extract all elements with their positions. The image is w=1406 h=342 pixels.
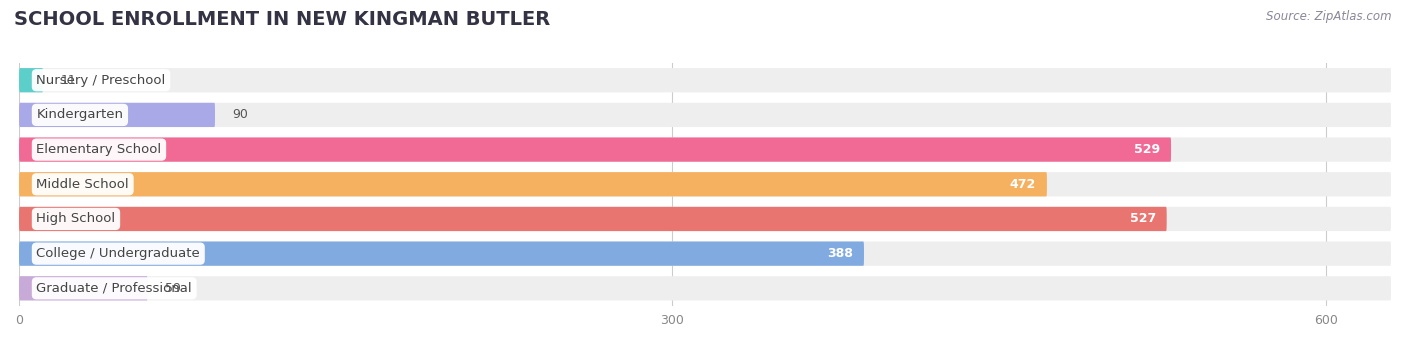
Text: 529: 529 (1135, 143, 1160, 156)
FancyBboxPatch shape (20, 276, 148, 301)
FancyBboxPatch shape (20, 137, 1171, 162)
Text: Source: ZipAtlas.com: Source: ZipAtlas.com (1267, 10, 1392, 23)
Text: Nursery / Preschool: Nursery / Preschool (37, 74, 166, 87)
FancyBboxPatch shape (20, 241, 1391, 266)
FancyBboxPatch shape (20, 172, 1391, 196)
FancyBboxPatch shape (20, 137, 1391, 162)
FancyBboxPatch shape (20, 68, 44, 92)
Text: Middle School: Middle School (37, 178, 129, 191)
FancyBboxPatch shape (20, 207, 1391, 231)
Text: Graduate / Professional: Graduate / Professional (37, 282, 193, 295)
Text: Elementary School: Elementary School (37, 143, 162, 156)
FancyBboxPatch shape (20, 103, 1391, 127)
Text: 11: 11 (60, 74, 76, 87)
FancyBboxPatch shape (20, 207, 1167, 231)
Text: High School: High School (37, 212, 115, 225)
Text: 59: 59 (165, 282, 181, 295)
Text: 90: 90 (232, 108, 249, 121)
FancyBboxPatch shape (20, 103, 215, 127)
Text: SCHOOL ENROLLMENT IN NEW KINGMAN BUTLER: SCHOOL ENROLLMENT IN NEW KINGMAN BUTLER (14, 10, 550, 29)
Text: 472: 472 (1010, 178, 1036, 191)
FancyBboxPatch shape (20, 172, 1047, 196)
FancyBboxPatch shape (20, 241, 863, 266)
Text: 527: 527 (1129, 212, 1156, 225)
Text: College / Undergraduate: College / Undergraduate (37, 247, 200, 260)
FancyBboxPatch shape (20, 276, 1391, 301)
Text: 388: 388 (827, 247, 853, 260)
Text: Kindergarten: Kindergarten (37, 108, 124, 121)
FancyBboxPatch shape (20, 68, 1391, 92)
